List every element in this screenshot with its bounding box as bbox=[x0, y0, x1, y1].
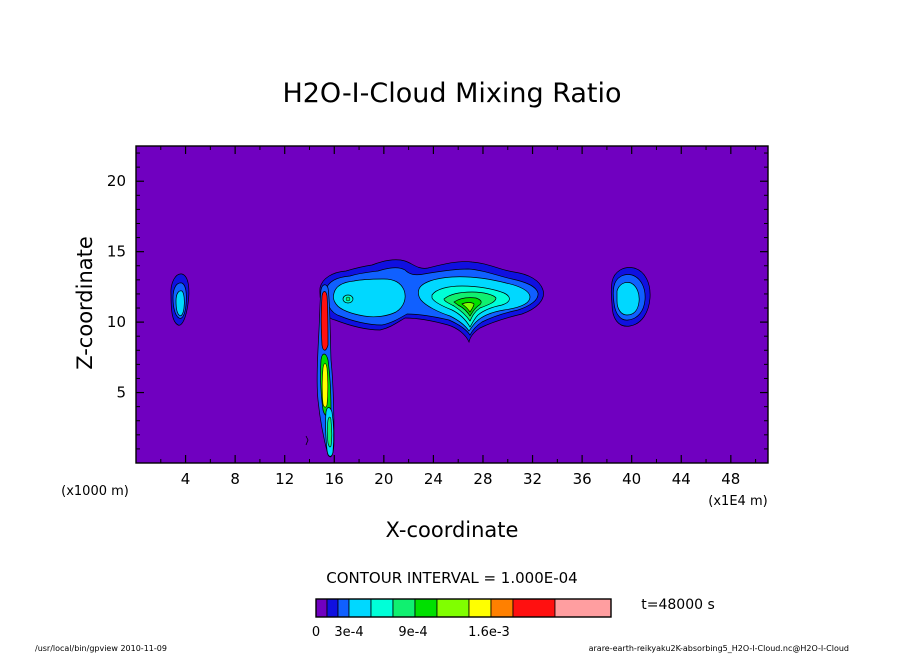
colorbar-swatch-5 bbox=[392, 598, 416, 618]
plot-area bbox=[135, 145, 769, 464]
colorbar-swatch-4 bbox=[370, 598, 394, 618]
colorbar-swatch-2 bbox=[337, 598, 350, 618]
footer-right: arare-earth-reikyaku2K-absorbing5_H2O-I-… bbox=[589, 644, 849, 653]
x-tick-label-36: 36 bbox=[573, 470, 592, 488]
x-tick-label-20: 20 bbox=[374, 470, 393, 488]
x-tick-label-40: 40 bbox=[622, 470, 641, 488]
colorbar-swatch-11 bbox=[554, 598, 612, 618]
x-tick-label-12: 12 bbox=[275, 470, 294, 488]
x-tick-label-4: 4 bbox=[181, 470, 191, 488]
cloud-right bbox=[610, 267, 651, 327]
footer-left: /usr/local/bin/gpview 2010-11-09 bbox=[35, 644, 167, 653]
colorbar-label-2: 9e-4 bbox=[398, 625, 427, 640]
colorbar-swatch-10 bbox=[512, 598, 556, 618]
cloud-upper-band bbox=[319, 259, 544, 344]
x-axis-label: X-coordinate bbox=[386, 518, 519, 542]
chart-title: H2O-I-Cloud Mixing Ratio bbox=[282, 78, 621, 109]
x-tick-label-8: 8 bbox=[230, 470, 240, 488]
x-tick-label-48: 48 bbox=[721, 470, 740, 488]
x-tick-label-28: 28 bbox=[473, 470, 492, 488]
x-tick-label-16: 16 bbox=[325, 470, 344, 488]
x-tick-label-44: 44 bbox=[672, 470, 691, 488]
colorbar-swatch-8 bbox=[468, 598, 492, 618]
colorbar-swatch-1 bbox=[326, 598, 339, 618]
y-axis-ticks: 5 10 15 20 bbox=[107, 152, 768, 450]
colorbar-label-3: 1.6e-3 bbox=[468, 625, 510, 640]
plot-frame bbox=[135, 145, 769, 464]
y-tick-label-10: 10 bbox=[107, 313, 126, 331]
cloud-column bbox=[305, 284, 335, 458]
x-axis-ticks: 4 8 12 16 20 24 28 32 36 40 44 48 bbox=[160, 146, 757, 488]
y-tick-label-20: 20 bbox=[107, 172, 126, 190]
colorbar-swatch-0 bbox=[315, 598, 328, 618]
y-tick-label-15: 15 bbox=[107, 243, 126, 261]
colorbar-swatch-3 bbox=[348, 598, 372, 618]
colorbar-swatch-9 bbox=[490, 598, 514, 618]
x-unit-left: (x1000 m) bbox=[61, 484, 129, 499]
colorbar-frame bbox=[315, 598, 612, 618]
colorbar-swatch-6 bbox=[414, 598, 438, 618]
y-tick-label-5: 5 bbox=[116, 384, 126, 402]
x-unit-right: (x1E4 m) bbox=[708, 494, 767, 509]
cloud-left bbox=[170, 273, 190, 326]
time-label: t=48000 s bbox=[641, 597, 715, 613]
y-axis-label: Z-coordinate bbox=[73, 236, 97, 370]
colorbar bbox=[315, 598, 612, 618]
colorbar-label-0: 0 bbox=[312, 625, 320, 640]
x-tick-label-24: 24 bbox=[424, 470, 443, 488]
contour-interval-text: CONTOUR INTERVAL = 1.000E-04 bbox=[326, 569, 577, 587]
colorbar-label-1: 3e-4 bbox=[334, 625, 363, 640]
x-tick-label-32: 32 bbox=[523, 470, 542, 488]
colorbar-swatch-7 bbox=[436, 598, 470, 618]
